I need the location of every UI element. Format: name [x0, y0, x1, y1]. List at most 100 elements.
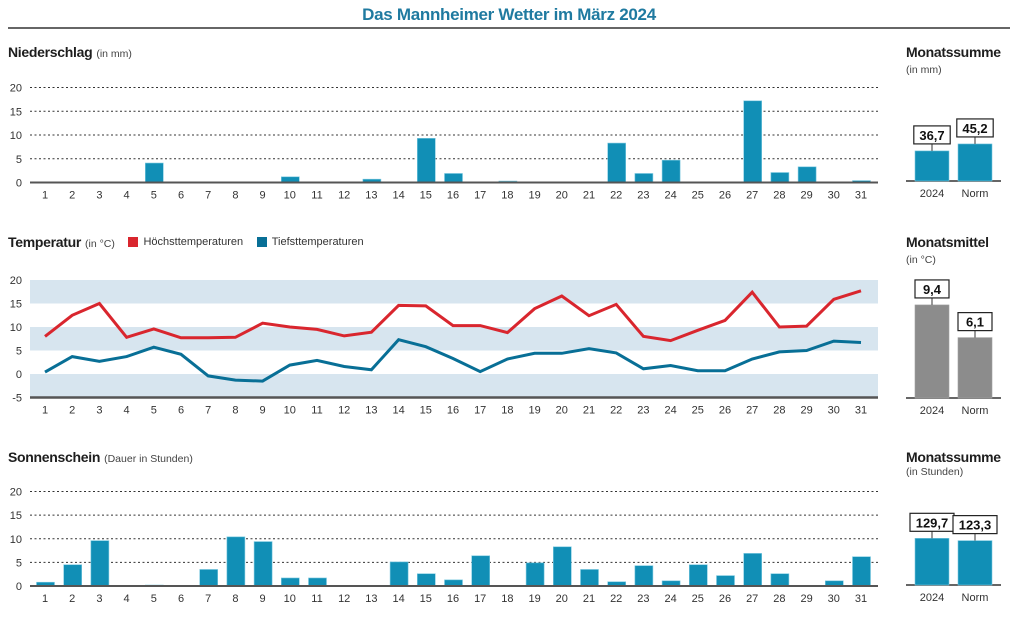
temp-ytick-label: 20 [10, 275, 22, 287]
sun-summary-label-box [952, 515, 998, 535]
sun-bar [688, 564, 708, 587]
temp-xtick-label: 7 [205, 405, 211, 417]
temp-summary-chart: 9,4 2024 6,1 Norm [906, 279, 1001, 417]
title-divider [8, 27, 1010, 29]
precip-xtick-label: 29 [800, 190, 812, 202]
sun-xtick-label: 29 [800, 593, 812, 605]
temp-xtick-label: 25 [692, 405, 704, 417]
sun-xtick-label: 22 [610, 593, 622, 605]
temp-xtick-label: 8 [232, 405, 238, 417]
temp-xtick-label: 1 [42, 405, 48, 417]
precip-bar [607, 142, 627, 183]
temp-xtick-label: 16 [447, 405, 459, 417]
precip-summary-unit: (in mm) [906, 64, 942, 76]
precip-bar [797, 166, 817, 183]
temp-xtick-label: 6 [178, 405, 184, 417]
temp-summary-bar [914, 304, 950, 399]
sun-bar [743, 553, 763, 587]
temp-xtick-label: 12 [338, 405, 350, 417]
precip-xtick-label: 20 [556, 190, 568, 202]
precip-summary-bar [957, 143, 993, 182]
precip-heading: Niederschlag (in mm) [8, 44, 132, 60]
temp-xtick-label: 13 [365, 405, 377, 417]
sun-bar [63, 564, 83, 587]
sun-xtick-label: 20 [556, 593, 568, 605]
temp-summary-value: 6,1 [966, 315, 984, 330]
precip-xtick-label: 26 [719, 190, 731, 202]
legend-low: Tiefsttemperaturen [256, 236, 364, 248]
precip-bar [661, 159, 681, 183]
precip-xtick-label: 31 [855, 190, 867, 202]
precip-xtick-label: 14 [392, 190, 404, 202]
sun-bar [226, 536, 246, 587]
precip-xtick-label: 5 [151, 190, 157, 202]
precip-summary-bar [914, 150, 950, 182]
precip-xtick-label: 11 [311, 190, 322, 202]
temp-heading: Temperatur (in °C) Höchsttemperaturen Tie… [8, 234, 364, 250]
temp-xtick-label: 14 [392, 405, 404, 417]
sun-xtick-label: 11 [311, 593, 322, 605]
precip-xtick-label: 6 [178, 190, 184, 202]
sun-xtick-label: 17 [474, 593, 486, 605]
sun-xtick-label: 12 [338, 593, 350, 605]
legend-swatch-high [128, 237, 139, 247]
sun-xtick-label: 23 [637, 593, 649, 605]
temp-xtick-label: 2 [69, 405, 75, 417]
sun-ytick-label: 15 [10, 510, 22, 522]
sun-bar [525, 562, 545, 587]
sun-xtick-label: 26 [719, 593, 731, 605]
precip-xtick-label: 4 [124, 190, 130, 202]
sun-summary-unit: (in Stunden) [906, 466, 964, 478]
precip-xtick-label: 21 [583, 190, 595, 202]
precip-summary-chart: 36,7 2024 45,2 Norm [906, 118, 1001, 200]
sun-bar [416, 573, 436, 587]
chart-title: Das Mannheimer Wetter im März 2024 [362, 5, 656, 24]
precip-xtick-label: 23 [637, 190, 649, 202]
sun-title: Sonnenschein [8, 449, 101, 465]
precip-xtick-label: 7 [205, 190, 211, 202]
precip-summary-label-box [913, 125, 951, 145]
precip-ytick-label: 20 [10, 83, 22, 95]
sun-xtick-label: 4 [124, 593, 130, 605]
temp-xtick-label: 21 [583, 405, 595, 417]
sun-xtick-label: 7 [205, 593, 211, 605]
temp-xtick-label: 3 [96, 405, 102, 417]
sun-xtick-label: 27 [746, 593, 758, 605]
sun-xtick-label: 30 [828, 593, 840, 605]
temp-xtick-label: 15 [420, 405, 432, 417]
sun-bar [634, 565, 654, 587]
precip-ytick-label: 5 [16, 154, 22, 166]
temp-xtick-label: 18 [501, 405, 513, 417]
sun-xtick-label: 19 [528, 593, 540, 605]
precip-xtick-label: 28 [773, 190, 785, 202]
sun-xtick-label: 3 [96, 593, 102, 605]
precip-xtick-label: 27 [746, 190, 758, 202]
sun-ytick-label: 5 [16, 557, 22, 569]
sun-bar [308, 577, 327, 587]
precip-summary-value: 45,2 [962, 121, 987, 136]
precip-summary-category: 2024 [920, 188, 944, 200]
precip-summary-value: 36,7 [919, 128, 944, 143]
sun-summary-value: 123,3 [959, 518, 992, 533]
temp-xtick-label: 29 [800, 405, 812, 417]
precip-xtick-label: 2 [69, 190, 75, 202]
precip-unit: (in mm) [96, 48, 132, 60]
temp-summary-label-box [914, 279, 950, 299]
precip-xtick-label: 3 [96, 190, 102, 202]
sun-heading: Sonnenschein (Dauer in Stunden) [8, 449, 193, 465]
temp-xtick-label: 19 [528, 405, 540, 417]
precip-xtick-label: 16 [447, 190, 459, 202]
temp-summary-category: Norm [962, 405, 989, 417]
precip-xtick-label: 13 [365, 190, 377, 202]
legend-label-low: Tiefsttemperaturen [271, 236, 364, 248]
precip-xtick-label: 12 [338, 190, 350, 202]
sun-xtick-label: 6 [178, 593, 184, 605]
temp-summary-unit: (in °C) [906, 254, 936, 266]
sun-bar [580, 569, 599, 587]
precip-ytick-label: 0 [16, 178, 22, 190]
temp-summary-label-box [957, 312, 993, 332]
precip-ytick-label: 10 [10, 130, 22, 142]
